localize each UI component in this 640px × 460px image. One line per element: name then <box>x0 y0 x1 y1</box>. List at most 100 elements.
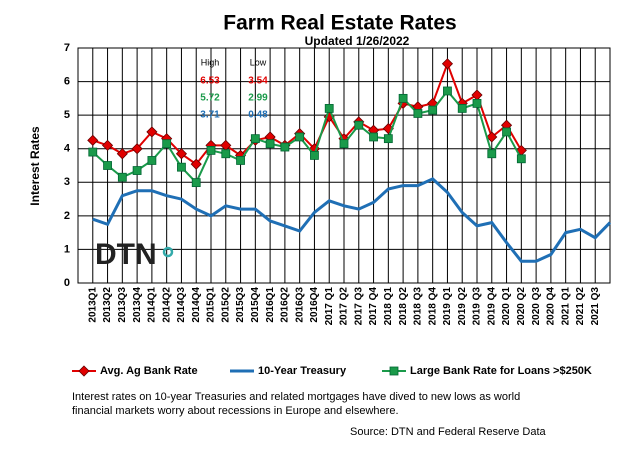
point <box>87 134 99 146</box>
point <box>117 172 127 182</box>
x-tick-label: 2021 Q2 <box>575 287 586 326</box>
x-tick-label: 2017 Q3 <box>353 287 364 326</box>
x-tick-label: 2014Q1 <box>147 287 158 323</box>
x-tick-label: 2016Q3 <box>294 287 305 323</box>
point <box>177 162 186 172</box>
point <box>443 86 452 96</box>
x-tick-label: 2017 Q2 <box>339 287 350 326</box>
point <box>221 149 231 159</box>
table-low: 3.54 <box>248 76 268 87</box>
legend-marker <box>389 366 399 376</box>
x-tick-label: 2018 Q3 <box>413 287 424 326</box>
table-low: 2.99 <box>248 93 268 104</box>
point <box>398 93 408 103</box>
point <box>101 139 114 151</box>
x-tick-label: 2013Q3 <box>117 287 128 323</box>
x-tick-label: 2017 Q4 <box>368 287 379 326</box>
x-tick-label: 2019 Q1 <box>442 287 453 326</box>
y-tick-label: 1 <box>64 243 70 255</box>
chart-subtitle: Updated 1/26/2022 <box>305 34 410 48</box>
source: Source: DTN and Federal Reserve Data <box>350 426 547 438</box>
table-header: High <box>201 57 220 67</box>
point <box>131 143 143 155</box>
x-tick-label: 2019 Q3 <box>472 287 483 326</box>
point <box>457 104 467 113</box>
chart-title: Farm Real Estate Rates <box>223 12 456 35</box>
series-line <box>92 177 612 263</box>
point <box>502 127 511 137</box>
point <box>441 58 454 70</box>
point <box>339 139 349 149</box>
x-tick-label: 2015Q2 <box>220 287 231 323</box>
point <box>428 105 438 115</box>
x-tick-label: 2015Q4 <box>250 287 261 323</box>
point <box>486 131 498 143</box>
point <box>324 104 334 113</box>
y-tick-label: 6 <box>64 75 70 87</box>
legend-marker <box>78 365 90 377</box>
y-tick-label: 2 <box>64 210 70 222</box>
point <box>295 132 305 142</box>
logo-dot <box>162 246 174 258</box>
y-axis-label: Interest Rates <box>28 126 42 206</box>
point <box>175 148 188 160</box>
point <box>265 139 275 149</box>
x-tick-label: 2020 Q2 <box>516 287 527 326</box>
x-tick-label: 2014Q4 <box>191 287 202 323</box>
plot-area <box>77 47 612 284</box>
x-tick-label: 2016Q2 <box>280 287 291 323</box>
point <box>236 156 245 165</box>
x-tick-label: 2014Q3 <box>176 287 187 323</box>
x-tick-label: 2016Q4 <box>309 287 320 323</box>
point <box>250 134 260 144</box>
x-tick-label: 2018 Q4 <box>427 287 438 326</box>
table-high: 3.71 <box>200 110 220 121</box>
point <box>162 139 172 149</box>
point <box>103 161 112 170</box>
caption-line-1: Interest rates on 10-year Treasuries and… <box>72 391 520 417</box>
x-tick-label: 2013Q4 <box>132 287 143 323</box>
point <box>413 109 423 118</box>
point <box>472 98 482 108</box>
table-high: 5.72 <box>200 93 220 104</box>
x-tick-label: 2021 Q3 <box>590 287 601 326</box>
x-tick-label: 2020 Q3 <box>531 287 542 326</box>
point <box>146 126 158 138</box>
point <box>206 145 216 155</box>
x-tick-label: 2015Q3 <box>235 287 246 323</box>
x-tick-label: 2015Q1 <box>206 287 217 323</box>
point <box>487 149 497 159</box>
table-low: 0.48 <box>248 110 268 121</box>
x-tick-label: 2013Q1 <box>87 287 98 323</box>
point <box>147 156 157 165</box>
point <box>280 142 290 152</box>
point <box>190 158 202 170</box>
plot-border <box>77 47 611 284</box>
x-tick-label: 2021 Q1 <box>560 287 571 326</box>
point <box>516 154 526 164</box>
point <box>191 178 201 188</box>
point <box>88 147 98 157</box>
x-tick-label: 2019 Q4 <box>486 287 497 326</box>
x-tick-label: 2020 Q1 <box>501 287 512 326</box>
y-tick-label: 5 <box>64 109 70 121</box>
point <box>116 148 128 160</box>
x-tick-label: 2020 Q4 <box>546 287 557 326</box>
x-tick-label: 2016Q1 <box>265 287 276 323</box>
y-tick-label: 3 <box>64 176 70 188</box>
legend-label: Avg. Ag Bank Rate <box>100 365 198 377</box>
table-header: Low <box>250 57 267 67</box>
y-tick-label: 4 <box>64 143 71 155</box>
y-tick-label: 0 <box>64 277 70 289</box>
table-high: 6.53 <box>200 76 220 87</box>
x-tick-label: 2017 Q1 <box>324 287 335 326</box>
y-tick-label: 7 <box>64 42 70 54</box>
x-tick-label: 2019 Q2 <box>457 287 468 326</box>
x-tick-label: 2013Q2 <box>102 287 113 323</box>
point <box>310 151 319 160</box>
point <box>354 120 364 130</box>
point <box>369 132 378 142</box>
logo: DTN <box>95 238 157 271</box>
